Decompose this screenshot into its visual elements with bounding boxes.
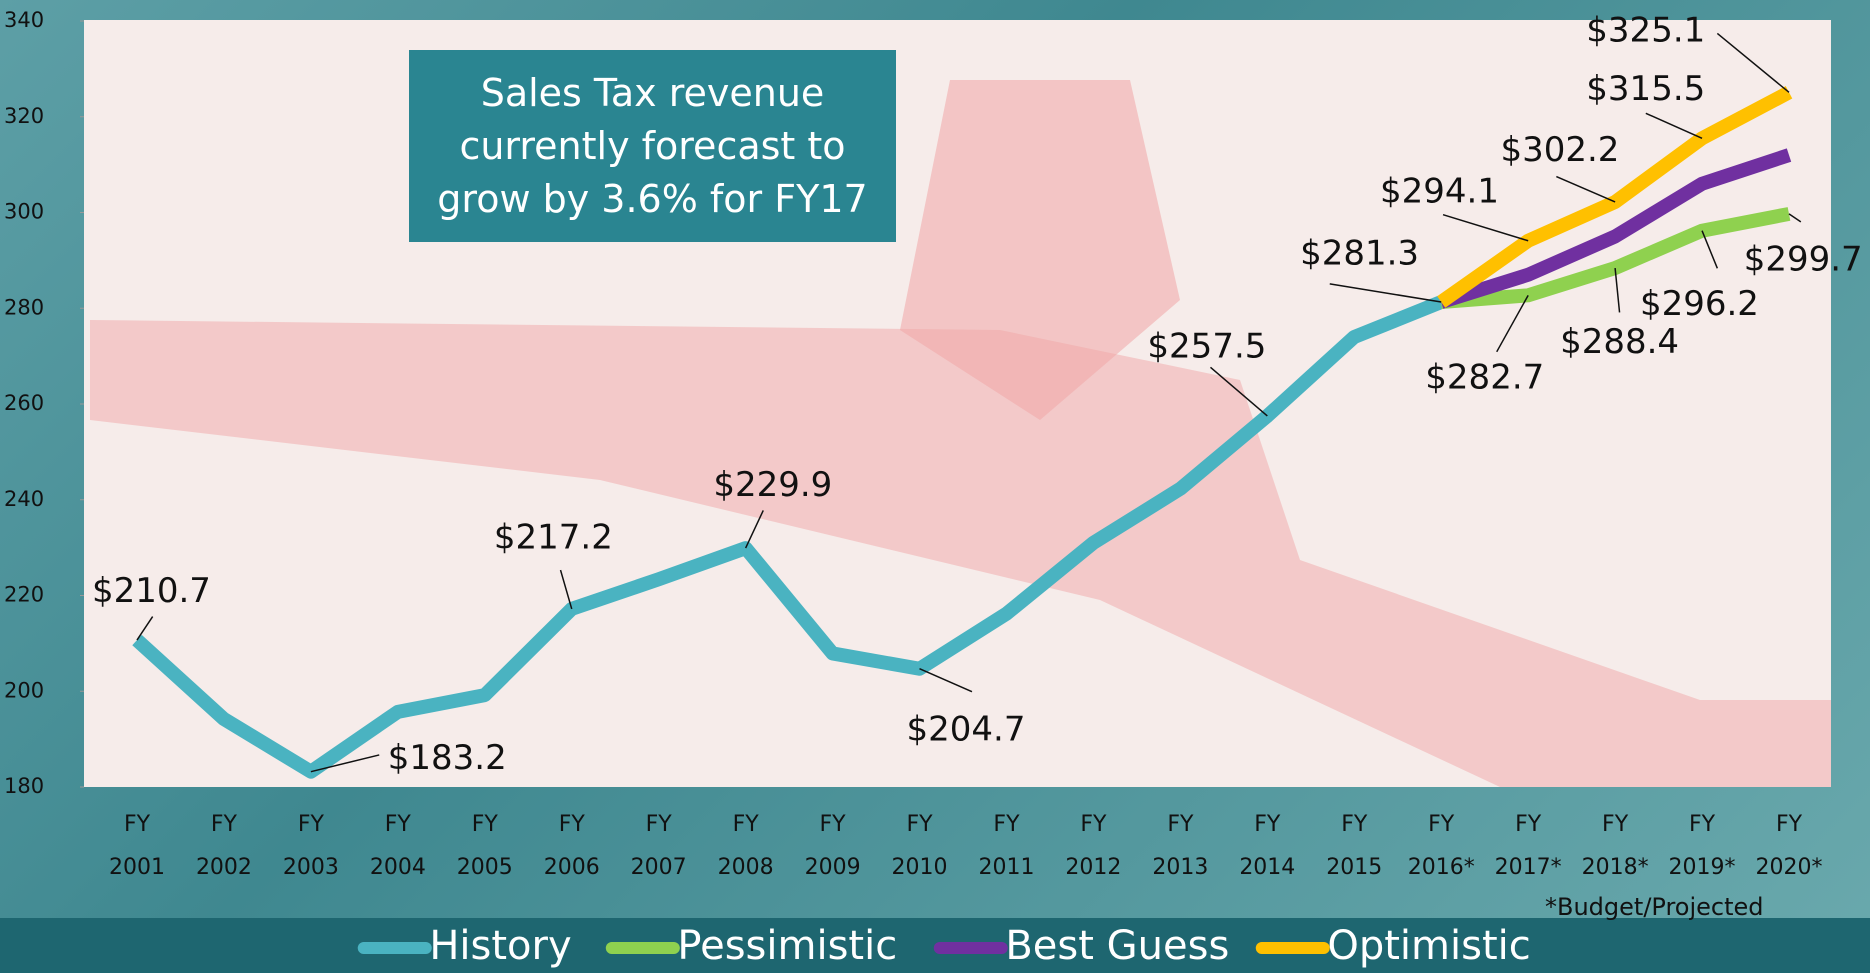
leader-line bbox=[1645, 112, 1703, 139]
x-tick-label: FY 2016* bbox=[1407, 812, 1475, 880]
x-tick-label: FY 2002 bbox=[195, 812, 252, 880]
leader-line bbox=[1614, 267, 1621, 313]
legend-label: Pessimistic bbox=[677, 923, 897, 969]
data-label: $210.7 bbox=[92, 571, 211, 611]
x-tick-label: FY 2006 bbox=[543, 812, 600, 880]
x-tick-label: FY 2017* bbox=[1494, 812, 1562, 880]
y-tick-label: 180 bbox=[4, 774, 44, 798]
data-label: $217.2 bbox=[494, 518, 613, 558]
leader-line bbox=[1716, 32, 1790, 93]
x-tick-label: FY 2009 bbox=[804, 812, 861, 880]
x-tick-label: FY 2013 bbox=[1152, 812, 1209, 880]
leader-line bbox=[559, 569, 573, 610]
footnote: *Budget/Projected bbox=[1545, 893, 1764, 921]
data-label: $296.2 bbox=[1640, 284, 1759, 324]
x-tick-label: FY 2004 bbox=[369, 812, 426, 880]
leader-line bbox=[744, 510, 764, 549]
leader-line bbox=[1496, 294, 1529, 353]
x-tick-label: FY 2001 bbox=[109, 812, 165, 880]
data-label: $282.7 bbox=[1425, 358, 1544, 398]
data-label: $183.2 bbox=[388, 738, 507, 778]
data-label: $257.5 bbox=[1147, 327, 1266, 367]
series-line bbox=[132, 295, 1444, 779]
x-tick-label: FY 2007 bbox=[630, 812, 687, 880]
x-tick-label: FY 2018* bbox=[1581, 812, 1649, 880]
leader-line bbox=[1210, 366, 1268, 417]
data-label: $281.3 bbox=[1300, 234, 1419, 274]
x-tick-label: FY 2019* bbox=[1668, 812, 1736, 880]
leader-line bbox=[919, 668, 973, 693]
series-line bbox=[1439, 148, 1792, 309]
y-tick-label: 280 bbox=[4, 295, 44, 319]
data-label: $294.1 bbox=[1380, 172, 1499, 212]
legend-label: Optimistic bbox=[1327, 923, 1530, 969]
series-line bbox=[1437, 86, 1793, 308]
x-tick-label: FY 2003 bbox=[282, 812, 339, 880]
y-tick-label: 200 bbox=[4, 678, 44, 702]
x-tick-label: FY 2010 bbox=[891, 812, 948, 880]
data-label: $229.9 bbox=[713, 465, 832, 505]
leader-line bbox=[136, 616, 154, 641]
annotation-box: Sales Tax revenue currently forecast to … bbox=[409, 50, 896, 242]
x-tick-label: FY 2005 bbox=[456, 812, 513, 880]
leader-line bbox=[310, 754, 380, 773]
y-tick-label: 340 bbox=[4, 8, 44, 32]
leader-line bbox=[1556, 175, 1616, 203]
y-tick-label: 300 bbox=[4, 200, 44, 224]
leader-line bbox=[1701, 230, 1719, 269]
x-tick-label: FY 2011 bbox=[978, 812, 1035, 880]
data-label: $299.7 bbox=[1744, 240, 1863, 280]
data-label: $204.7 bbox=[907, 710, 1026, 750]
background-shape bbox=[90, 320, 1831, 787]
leader-line bbox=[1329, 283, 1442, 303]
y-tick-label: 260 bbox=[4, 391, 44, 415]
leader-line bbox=[1788, 213, 1802, 223]
x-tick-label: FY 2014 bbox=[1239, 812, 1296, 880]
y-tick-label: 240 bbox=[4, 487, 44, 511]
data-label: $325.1 bbox=[1586, 11, 1705, 51]
y-tick-label: 220 bbox=[4, 583, 44, 607]
leader-line bbox=[1442, 213, 1529, 242]
data-label: $288.4 bbox=[1560, 322, 1679, 362]
y-tick-label: 320 bbox=[4, 104, 44, 128]
legend-label: History bbox=[429, 923, 571, 969]
legend-label: Best Guess bbox=[1005, 923, 1229, 969]
background-shape bbox=[900, 80, 1180, 420]
data-label: $315.5 bbox=[1586, 69, 1705, 109]
x-tick-label: FY 2020* bbox=[1755, 812, 1823, 880]
x-tick-label: FY 2008 bbox=[717, 812, 774, 880]
data-label: $302.2 bbox=[1500, 130, 1619, 170]
x-tick-label: FY 2012 bbox=[1065, 812, 1122, 880]
x-tick-label: FY 2015 bbox=[1326, 812, 1383, 880]
